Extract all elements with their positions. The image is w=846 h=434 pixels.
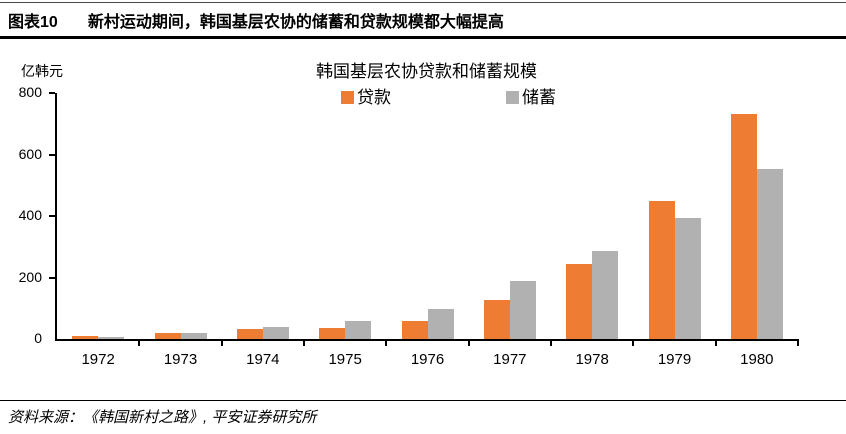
x-axis-label: 1979 [657, 351, 692, 368]
bar-loans-1977 [483, 299, 510, 339]
y-axis-unit-label: 亿韩元 [21, 63, 63, 79]
legend-swatch-savings-icon [506, 91, 519, 104]
figure-title: 新村运动期间，韩国基层农协的储蓄和贷款规模都大幅提高 [87, 13, 504, 31]
bar-savings-1977 [509, 280, 536, 339]
x-axis-tick [220, 339, 223, 346]
bar-loans-1980 [730, 114, 757, 339]
x-axis-label: 1974 [246, 351, 280, 368]
y-axis-tick [49, 276, 55, 279]
bar-loans-1973 [154, 332, 181, 339]
x-axis-tick [797, 339, 799, 346]
y-axis-tick-label: 400 [18, 207, 42, 223]
x-axis-tick [467, 339, 470, 346]
figure-header: 图表10 新村运动期间，韩国基层农协的储蓄和贷款规模都大幅提高 [0, 3, 846, 39]
top-divider [0, 2, 846, 3]
bar-savings-1974 [262, 327, 289, 339]
legend-item-savings: 储蓄 [506, 89, 556, 106]
plot-area: 0 200 400 600 800 1972 1973 1974 1975 1976 1977 197… [19, 84, 799, 368]
bar-savings-1972 [98, 337, 125, 339]
footer-divider [0, 400, 846, 401]
x-axis-label: 1977 [493, 351, 527, 368]
y-axis-tick-label: 0 [34, 330, 42, 346]
x-axis-label: 1975 [328, 351, 362, 368]
x-axis-label: 1978 [575, 351, 609, 368]
y-axis-tick-label: 800 [18, 84, 42, 100]
y-axis-tick-label: 600 [18, 145, 42, 162]
y-axis-tick [49, 92, 55, 94]
x-axis-label: 1980 [740, 351, 774, 368]
bar-loans-1979 [648, 201, 675, 339]
bar-savings-1979 [674, 217, 701, 339]
figure-number: 图表10 [8, 13, 58, 31]
x-axis-label: 1973 [163, 351, 198, 368]
y-axis-tick [49, 153, 55, 156]
bar-loans-1974 [236, 329, 263, 339]
x-axis-tick [714, 339, 717, 346]
x-axis-label: 1972 [81, 351, 115, 368]
bar-savings-1975 [345, 321, 372, 339]
chart-title: 韩国基层农协贷款和储蓄规模 [316, 62, 537, 81]
x-axis-tick [303, 339, 305, 346]
legend-swatch-loans-icon [341, 91, 354, 104]
bar-savings-1973 [180, 332, 207, 339]
y-axis-tick-label: 200 [18, 268, 42, 285]
source-note: 资料来源：《韩国新村之路》, 平安证券研究所 [8, 409, 317, 426]
bar-loans-1978 [566, 263, 593, 339]
x-axis-label: 1976 [410, 351, 445, 368]
y-axis-tick [49, 215, 55, 217]
x-axis-tick [138, 339, 141, 346]
x-axis-tick [632, 339, 635, 346]
bar-savings-1980 [756, 169, 783, 339]
bar-savings-1978 [592, 250, 619, 339]
x-axis-tick [550, 339, 552, 346]
bar-savings-1976 [427, 308, 454, 339]
legend-label-savings: 储蓄 [522, 88, 556, 107]
legend-label-loans: 贷款 [357, 88, 391, 107]
x-axis-tick [385, 339, 388, 346]
bar-loans-1972 [72, 335, 99, 339]
bar-loans-1976 [401, 321, 428, 339]
legend-item-loans: 贷款 [341, 89, 391, 106]
bar-loans-1975 [319, 327, 346, 339]
